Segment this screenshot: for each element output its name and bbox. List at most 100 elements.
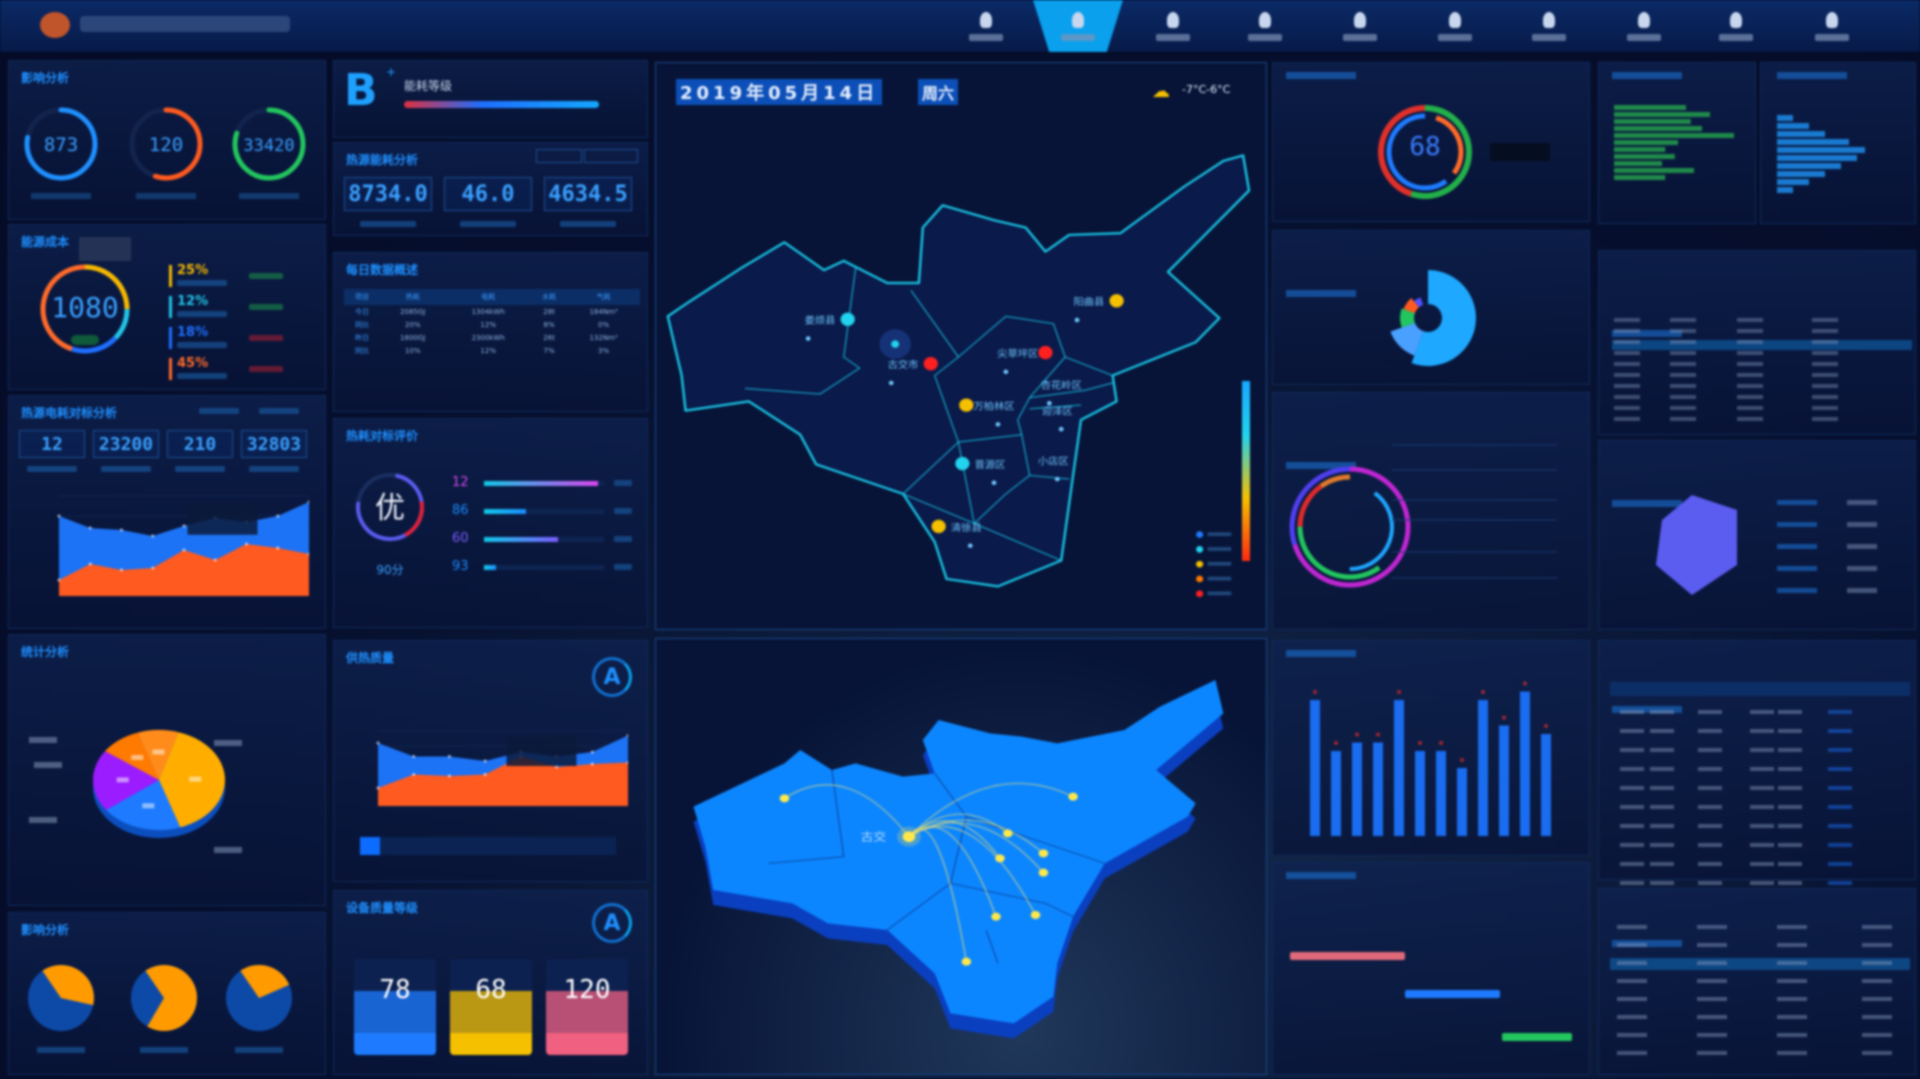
blurred-text xyxy=(614,508,632,514)
table-cell: 26t xyxy=(543,333,555,342)
slice-label xyxy=(116,777,129,783)
nav-item-label xyxy=(1815,33,1849,41)
nav-item[interactable] xyxy=(1410,0,1500,52)
nav-item[interactable] xyxy=(1691,0,1781,52)
table-cell-blurred xyxy=(1750,881,1774,885)
table-cell-blurred xyxy=(1737,395,1763,399)
table-cell: 同比 xyxy=(355,320,370,329)
nav-item[interactable] xyxy=(1504,0,1594,52)
bar-marker xyxy=(1439,741,1443,745)
nav-item[interactable] xyxy=(1128,0,1218,52)
right-charts xyxy=(1286,72,1912,1055)
nav-item[interactable] xyxy=(941,0,1031,52)
region-dot xyxy=(1074,317,1080,323)
radar-legend-label xyxy=(1777,566,1817,571)
nav-item-label xyxy=(1248,33,1282,41)
gauge-value: 873 xyxy=(44,134,78,156)
gantt-bar xyxy=(1290,952,1405,960)
hbar-blue xyxy=(1777,115,1793,121)
data-point xyxy=(483,773,487,776)
table-cell-blurred xyxy=(1828,805,1852,809)
region-dot xyxy=(888,380,894,386)
nav-item[interactable] xyxy=(1787,0,1877,52)
quality-grade-badge: A xyxy=(592,657,632,697)
gantt-bar xyxy=(1405,990,1500,998)
district-border xyxy=(902,493,1062,561)
nav-item[interactable] xyxy=(1599,0,1689,52)
blurred-text xyxy=(259,408,299,414)
radar-panel xyxy=(1598,440,1916,630)
table-cell-blurred xyxy=(1812,362,1838,366)
table-cell-blurred xyxy=(1670,318,1696,322)
grade-sup: + xyxy=(386,65,397,79)
table-cell-blurred xyxy=(1650,748,1674,752)
drop-icon xyxy=(1072,11,1084,28)
phone-icon xyxy=(1730,11,1742,28)
table-cell-blurred xyxy=(1812,384,1838,388)
scrollbar-thumb[interactable] xyxy=(360,837,381,855)
table-cell-blurred xyxy=(1620,805,1644,809)
filter-dropdown-2[interactable] xyxy=(584,149,638,163)
table-cell-blurred xyxy=(1614,329,1640,333)
blurred-text xyxy=(249,335,283,341)
district-border xyxy=(768,769,845,864)
table-cell-blurred xyxy=(1650,710,1674,714)
temperature-scale-bar xyxy=(1242,381,1250,561)
table-cell: 今日 xyxy=(355,307,370,316)
blurred-text xyxy=(136,193,196,199)
legend-marker xyxy=(1196,590,1204,598)
gauge-value: 33420 xyxy=(243,136,294,156)
flame-icon xyxy=(1449,11,1461,28)
hbar-blue xyxy=(1777,179,1809,185)
table-cell-blurred xyxy=(1697,1033,1727,1037)
table-cell-blurred xyxy=(1862,979,1892,983)
target-point xyxy=(995,854,1005,863)
user-icon xyxy=(1354,11,1366,28)
panel-title: 热源电耗对标分析 xyxy=(21,406,118,420)
blurred-text xyxy=(27,466,77,472)
selected-row xyxy=(1610,958,1910,970)
table-cell-blurred xyxy=(1777,943,1807,947)
nav-item[interactable] xyxy=(1315,0,1405,52)
nav-item[interactable] xyxy=(1033,0,1123,52)
card-wave xyxy=(354,991,436,1035)
table-cell-blurred xyxy=(1614,406,1640,410)
card-wave xyxy=(546,991,628,1035)
panel-title-blurred xyxy=(1777,72,1847,79)
card-value: 78 xyxy=(379,975,411,1005)
nav-item[interactable] xyxy=(1220,0,1310,52)
legend-marker xyxy=(1196,560,1204,568)
card-value: 120 xyxy=(563,975,611,1005)
hbar-green xyxy=(1614,133,1734,138)
nav-item-label xyxy=(1627,33,1661,41)
chart-scrollbar[interactable] xyxy=(360,837,616,855)
table-cell-blurred xyxy=(1620,767,1644,771)
stat-box: 8734.0 xyxy=(344,177,432,211)
bar-marker xyxy=(1460,758,1464,762)
bar-marker xyxy=(1397,690,1401,694)
data-point xyxy=(412,773,416,776)
blurred-text xyxy=(360,221,416,227)
table-cell-blurred xyxy=(1698,710,1722,714)
chart-icon xyxy=(1638,11,1650,28)
rank-bar-track xyxy=(484,509,604,514)
column-header: 电耗 xyxy=(445,289,532,305)
table-cell-blurred xyxy=(1828,862,1852,866)
bar-marker xyxy=(1418,741,1422,745)
table-cell-blurred xyxy=(1650,786,1674,790)
filter-dropdown-1[interactable] xyxy=(536,149,582,163)
bar xyxy=(1331,751,1341,836)
blurred-text xyxy=(37,1047,85,1053)
legend-pct: 12% xyxy=(177,294,209,309)
radar-legend-label xyxy=(1777,500,1817,505)
table-row: 同比 10% 12% 7% 3% xyxy=(344,344,640,357)
panel-title-blurred xyxy=(1612,706,1682,713)
region-label: 晋源区 xyxy=(975,458,1006,471)
table-cell-blurred xyxy=(1777,925,1807,929)
panel-title-blurred xyxy=(1286,872,1356,879)
top-header xyxy=(0,0,1920,54)
data-point xyxy=(213,558,217,562)
data-point xyxy=(447,774,451,778)
impact-panel: 影响分析 873 120 33420 xyxy=(8,60,326,220)
gauge-value: 120 xyxy=(149,134,183,156)
